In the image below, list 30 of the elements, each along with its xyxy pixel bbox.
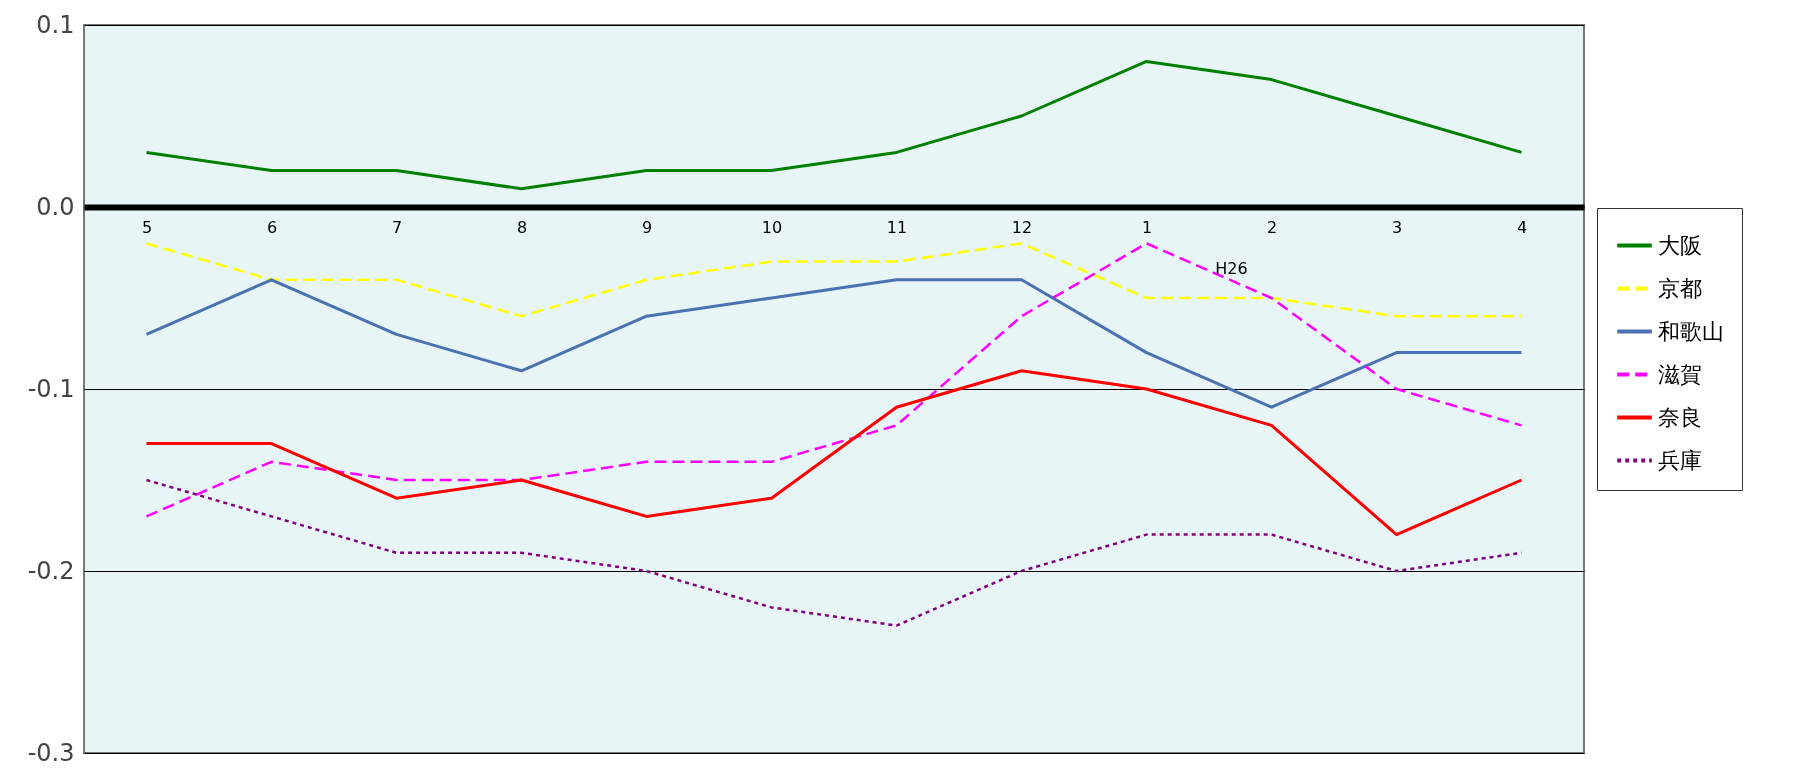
y-tick-label: 0.1 xyxy=(36,10,75,39)
line-series xyxy=(145,369,1523,537)
x-tick-label: 9 xyxy=(641,217,653,237)
x-tick-label: 6 xyxy=(266,217,278,237)
y-tick-label: -0.2 xyxy=(27,556,75,585)
legend-label: 滋賀 xyxy=(1658,361,1702,387)
line-series xyxy=(145,278,1523,409)
legend-label: 大阪 xyxy=(1658,232,1702,258)
y-tick-label: 0.0 xyxy=(36,192,75,221)
y-tick-label: -0.1 xyxy=(27,374,75,403)
x-tick-label: 11 xyxy=(886,217,908,237)
line-series xyxy=(145,59,1523,191)
y-tick-label: -0.3 xyxy=(27,738,75,767)
line-series xyxy=(145,242,1523,518)
legend-label: 奈良 xyxy=(1658,404,1702,430)
x-tick-label: 4 xyxy=(1516,217,1528,237)
legend-label: 京都 xyxy=(1658,275,1702,301)
x-tick-label: 5 xyxy=(141,217,153,237)
x-tick-label: 10 xyxy=(761,217,783,237)
legend-label: 兵庫 xyxy=(1658,447,1702,473)
x-tick-label: 7 xyxy=(391,217,403,237)
x-tick-label: 8 xyxy=(516,217,528,237)
annotation: H26 xyxy=(1215,259,1248,278)
legend-label: 和歌山 xyxy=(1658,318,1724,344)
x-tick-label: 12 xyxy=(1011,217,1033,237)
line-series xyxy=(145,478,1523,627)
x-tick-label: 3 xyxy=(1391,217,1403,237)
line-series xyxy=(145,242,1523,318)
x-tick-label: 2 xyxy=(1266,217,1278,237)
x-tick-label: 1 xyxy=(1141,217,1153,237)
